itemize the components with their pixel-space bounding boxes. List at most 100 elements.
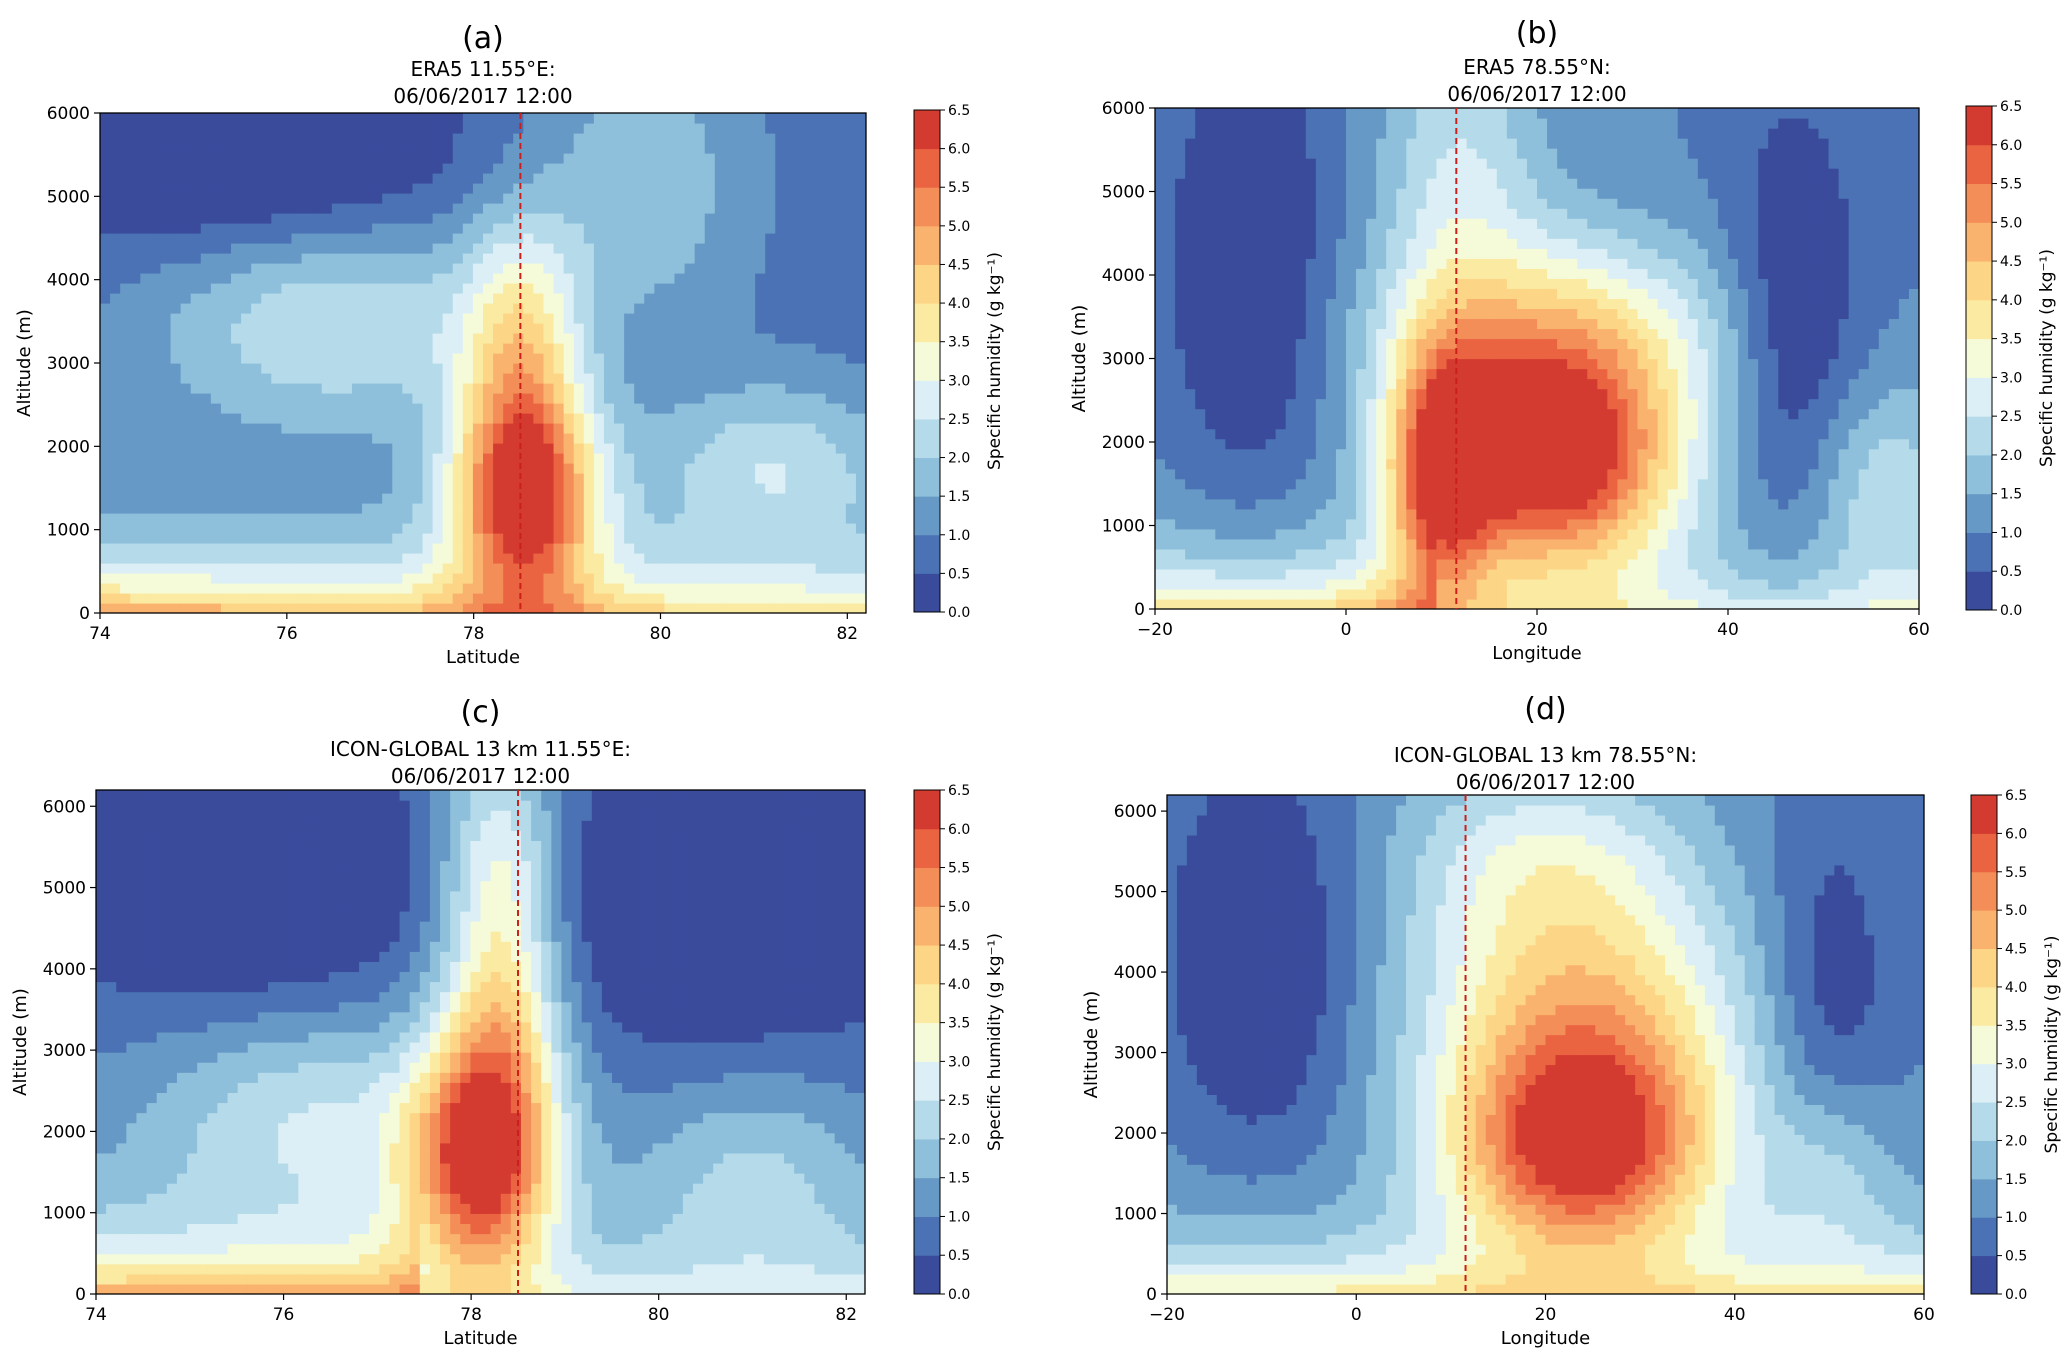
field-cell: [331, 443, 343, 454]
field-cell: [644, 493, 655, 504]
field-cell: [1275, 308, 1287, 320]
field-cell: [845, 233, 857, 244]
field-cell: [734, 513, 746, 524]
field-cell: [523, 503, 534, 514]
field-cell: [724, 573, 736, 584]
field-cell: [1295, 108, 1307, 119]
field-cell: [281, 233, 293, 244]
field-cell: [845, 183, 857, 194]
field-cell: [745, 463, 756, 474]
field-cell: [1255, 438, 1267, 450]
field-cell: [120, 473, 131, 484]
field-cell: [513, 293, 524, 304]
field-cell: [805, 133, 817, 144]
field-cell: [1235, 118, 1247, 129]
field-cell: [442, 433, 454, 444]
field-cell: [1155, 558, 1166, 570]
field-cell: [1305, 448, 1317, 460]
field-cell: [120, 583, 131, 594]
field-cell: [200, 143, 212, 154]
field-cell: [483, 183, 494, 194]
field-cell: [331, 293, 343, 304]
field-cell: [1335, 388, 1347, 400]
field-cell: [321, 453, 333, 464]
field-cell: [1346, 248, 1357, 259]
field-cell: [392, 423, 403, 434]
field-cell: [140, 563, 151, 574]
field-cell: [603, 433, 615, 444]
field-cell: [1346, 308, 1357, 320]
field-cell: [835, 363, 847, 374]
field-cell: [533, 253, 545, 264]
field-cell: [362, 553, 373, 564]
field-cell: [160, 213, 172, 224]
field-cell: [1235, 368, 1247, 380]
field-cell: [402, 303, 414, 314]
field-cell: [251, 403, 262, 414]
field-cell: [382, 583, 393, 594]
field-cell: [190, 553, 202, 564]
field-cell: [472, 563, 484, 574]
field-cell: [331, 503, 343, 514]
field-cell: [392, 383, 403, 394]
field-cell: [634, 233, 645, 244]
field-cell: [1346, 468, 1357, 480]
field-cell: [493, 333, 504, 344]
field-cell: [835, 403, 847, 414]
field-cell: [100, 553, 111, 564]
field-cell: [1285, 428, 1297, 440]
field-cell: [180, 163, 192, 174]
field-cell: [704, 423, 716, 434]
field-cell: [100, 523, 111, 534]
field-cell: [1185, 198, 1196, 209]
field-cell: [442, 153, 454, 164]
field-cell: [170, 283, 182, 294]
field-cell: [1225, 268, 1237, 279]
field-cell: [452, 303, 464, 314]
field-cell: [543, 293, 555, 304]
field-cell: [835, 373, 847, 384]
field-cell: [795, 253, 807, 264]
field-cell: [160, 553, 172, 564]
field-cell: [1155, 348, 1166, 360]
field-cell: [210, 293, 222, 304]
field-cell: [724, 273, 736, 284]
field-cell: [1335, 268, 1347, 279]
field-cell: [1346, 598, 1357, 609]
field-cell: [734, 453, 746, 464]
field-cell: [845, 513, 857, 524]
field-cell: [180, 243, 192, 254]
field-cell: [614, 573, 625, 584]
field-cell: [533, 443, 545, 454]
field-cell: [825, 323, 837, 334]
field-cell: [533, 483, 545, 494]
field-cell: [1275, 458, 1287, 470]
field-cell: [734, 373, 746, 384]
field-cell: [755, 383, 766, 394]
field-cell: [553, 493, 565, 504]
field-cell: [1275, 558, 1287, 570]
field-cell: [150, 433, 162, 444]
field-cell: [231, 413, 242, 424]
field-cell: [855, 143, 866, 154]
field-cell: [1165, 488, 1176, 500]
field-cell: [1235, 178, 1247, 189]
field-cell: [694, 353, 706, 364]
field-cell: [1245, 408, 1257, 420]
field-cell: [1356, 168, 1367, 179]
field-cell: [775, 153, 786, 164]
field-cell: [271, 353, 283, 364]
field-cell: [251, 343, 262, 354]
field-cell: [795, 443, 807, 454]
field-cell: [1295, 218, 1307, 229]
field-cell: [845, 573, 857, 584]
field-cell: [614, 263, 625, 274]
field-cell: [775, 573, 786, 584]
field-cell: [523, 603, 534, 613]
field-cell: [100, 423, 111, 434]
field-cell: [674, 163, 686, 174]
field-cell: [311, 383, 323, 394]
field-cell: [261, 423, 272, 434]
field-cell: [452, 603, 464, 613]
